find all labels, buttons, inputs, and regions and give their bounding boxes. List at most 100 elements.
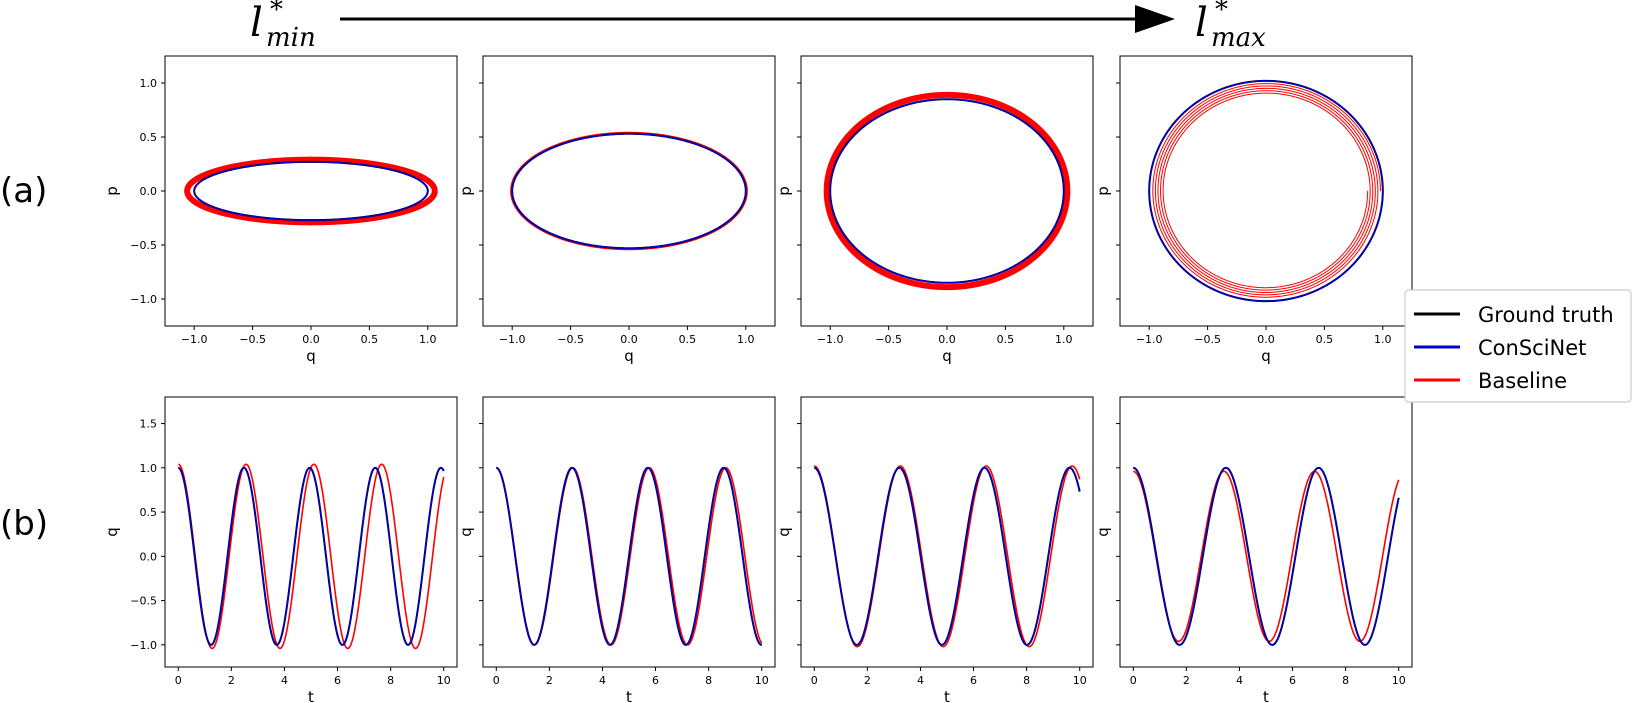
panel-a-4-xtick-label: 0.0 (1257, 333, 1275, 346)
header-arrow-head (1135, 5, 1175, 33)
panel-b-4-xtick-label: 8 (1342, 674, 1349, 687)
panel-b-1-xtick-label: 6 (334, 674, 341, 687)
panel-a-3-xtick-label: −1.0 (817, 333, 844, 346)
panel-a-3-line-ground-truth (829, 98, 1065, 284)
panel-a-2-ylabel: p (457, 186, 475, 196)
panel-a-4: −1.0 −0.5 0.0 0.5 1.0 q p (1094, 55, 1413, 365)
panel-b-1-series (178, 463, 445, 650)
panel-b-3-line-baseline (814, 465, 1081, 648)
panel-a-3-ylabel: p (775, 186, 793, 196)
legend: Ground truth ConSciNet Baseline (1404, 289, 1632, 403)
panel-a-1-ylabel: p (103, 186, 121, 196)
panel-b-4-xtick-label: 4 (1236, 674, 1243, 687)
panel-b-1-ytick-label: −1.0 (130, 639, 157, 652)
header-right-sup: * (1215, 0, 1228, 25)
panel-b-3-xlabel: t (944, 688, 950, 703)
panel-b-2-xlabel: t (626, 688, 632, 703)
panel-a-2-xtick-label: −1.0 (499, 333, 526, 346)
panel-b-1-frame (164, 396, 458, 668)
panel-b-2: 0 2 4 6 8 10 t q (457, 396, 776, 703)
panel-b-1-xtick-label: 4 (281, 674, 288, 687)
panel-a-3-xtick-label: 0.0 (938, 333, 956, 346)
panel-b-2-xtick-label: 4 (599, 674, 606, 687)
panel-b-4-frame (1119, 396, 1413, 668)
panel-a-3-xtick-label: 1.0 (1055, 333, 1073, 346)
panels: −1.0 −0.5 0.0 0.5 1.01.00.50.0−0.5−1.0qp−1.0… (103, 55, 1413, 703)
header-left-sup: * (270, 0, 283, 25)
panel-b-3-xtick-label: 8 (1023, 674, 1030, 687)
panel-b-2-xtick-label: 8 (705, 674, 712, 687)
panel-a-2-xtick-label: −0.5 (557, 333, 584, 346)
panel-b-4-line-ground-truth (1133, 466, 1400, 646)
row-label-a: (a) (0, 171, 47, 211)
panel-a-2-frame (482, 55, 776, 327)
panel-b-1-ytick-label: 0.0 (140, 550, 158, 563)
panel-b-2-xtick-label: 0 (493, 674, 500, 687)
panel-b-1-ytick-label: 1.5 (140, 418, 158, 431)
panel-b-1-line-conscinet (178, 467, 445, 646)
row-label-b: (b) (0, 504, 48, 544)
header: l * min l * max (250, 0, 1266, 53)
panel-a-2: −1.0 −0.5 0.0 0.5 1.0 q p (457, 55, 776, 365)
panel-b-4-series (1133, 466, 1400, 646)
panel-b-4-xtick-label: 2 (1183, 674, 1190, 687)
legend-frame (1404, 289, 1632, 403)
panel-a-2-line-conscinet (511, 133, 747, 249)
panel-a-4-line-ground-truth (1148, 79, 1384, 303)
panel-b-1-xlabel: t (308, 688, 314, 703)
panel-b-3-series (814, 465, 1081, 648)
panel-b-2-frame (482, 396, 776, 668)
panel-b-4-xtick-label: 0 (1130, 674, 1137, 687)
panel-b-4-line-baseline (1133, 470, 1400, 643)
panel-a-2-xtick-label: 0.5 (679, 333, 697, 346)
panel-a-1-ytick-label: −0.5 (130, 239, 157, 252)
panel-a-1-xtick-label: 0.5 (361, 333, 379, 346)
panel-a-2-xlabel: q (624, 347, 634, 365)
panel-a-4-xlabel: q (1261, 347, 1271, 365)
panel-b-1-line-ground-truth (178, 466, 445, 646)
panel-a-1-xtick-label: −1.0 (181, 333, 208, 346)
panel-a-1-series (184, 156, 438, 226)
panel-b-3-ylabel: q (775, 527, 793, 537)
panel-b-1: 0 2 4 6 8 10 1.5 1.0 0.5 0.0 −0.5 −1.0 t q (103, 396, 458, 703)
panel-a-1-xtick-label: 1.0 (419, 333, 437, 346)
panel-a-1: −1.0 −0.5 0.0 0.5 1.0 1.0 0.5 0.0 −0.5 −1.0 q p (103, 55, 458, 365)
header-right-symbol: l (1195, 0, 1208, 46)
panel-a-4-ylabel: p (1094, 186, 1112, 196)
panel-a-2-xtick-label: 1.0 (737, 333, 755, 346)
panel-a-1-xlabel: q (306, 347, 316, 365)
header-left-symbol: l (250, 0, 263, 46)
panel-b-2-series (496, 466, 763, 646)
panel-b-2-ylabel: q (457, 527, 475, 537)
panel-b-3-xtick-label: 4 (917, 674, 924, 687)
panel-a-1-ytick-label: 0.5 (140, 131, 158, 144)
panel-a-1-ytick-label: −1.0 (130, 293, 157, 306)
panel-a-4-xtick-label: −0.5 (1194, 333, 1221, 346)
panel-b-3-xtick-label: 2 (864, 674, 871, 687)
panel-a-1-line-baseline (184, 156, 438, 226)
header-left-sub: min (266, 23, 316, 53)
panel-a-4-line-baseline (1152, 83, 1381, 298)
panel-b-4-xtick-label: 10 (1392, 674, 1406, 687)
panel-a-3-line-baseline (823, 91, 1071, 291)
panel-b-1-ytick-label: 1.0 (140, 462, 158, 475)
panel-b-2-xtick-label: 10 (755, 674, 769, 687)
panel-b-2-xtick-label: 6 (652, 674, 659, 687)
legend-label-conscinet: ConSciNet (1478, 336, 1586, 360)
panel-a-4-frame (1119, 55, 1413, 327)
panel-b-3-xtick-label: 0 (811, 674, 818, 687)
panel-a-3-line-conscinet (829, 98, 1065, 284)
panel-a-4-series (1148, 79, 1384, 303)
panel-a-2-series (510, 131, 748, 251)
legend-label-ground-truth: Ground truth (1478, 303, 1614, 327)
panel-a-4-xtick-label: 1.0 (1374, 333, 1392, 346)
panel-b-1-ylabel: q (103, 527, 121, 537)
panel-b-1-xtick-label: 2 (228, 674, 235, 687)
panel-a-1-xtick-label: 0.0 (302, 333, 320, 346)
panel-b-1-xtick-label: 10 (437, 674, 451, 687)
panel-a-4-xtick-label: 0.5 (1316, 333, 1334, 346)
panel-b-2-line-conscinet (496, 467, 762, 646)
panel-b-4-xlabel: t (1263, 688, 1269, 703)
panel-a-2-xtick-label: 0.0 (620, 333, 638, 346)
